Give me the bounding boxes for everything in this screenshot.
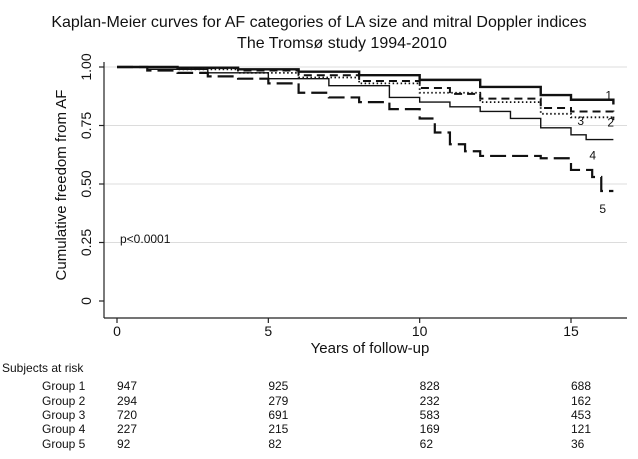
risk-row-label-2: Group 2 bbox=[42, 394, 86, 408]
risk-cell-1-3: 688 bbox=[571, 379, 591, 393]
risk-cell-2-3: 162 bbox=[571, 394, 591, 408]
risk-cell-3-0: 720 bbox=[117, 408, 137, 422]
risk-cell-4-3: 121 bbox=[571, 422, 591, 436]
risk-row-label-3: Group 3 bbox=[42, 408, 86, 422]
chart-title: Kaplan-Meier curves for AF categories of… bbox=[51, 14, 586, 31]
x-tick-label-2: 10 bbox=[412, 323, 428, 339]
curve-label-5: 5 bbox=[599, 202, 606, 216]
risk-cell-2-2: 232 bbox=[420, 394, 440, 408]
risk-cell-1-0: 947 bbox=[117, 379, 137, 393]
risk-cell-5-2: 62 bbox=[420, 437, 434, 451]
risk-row-label-1: Group 1 bbox=[42, 379, 86, 393]
risk-row-label-4: Group 4 bbox=[42, 422, 86, 436]
curve-label-4: 4 bbox=[589, 149, 596, 163]
chart-subtitle: The Tromsø study 1994-2010 bbox=[237, 35, 447, 52]
p-value-annotation: p<0.0001 bbox=[120, 232, 171, 246]
y-axis-title: Cumulative freedom from AF bbox=[53, 90, 70, 281]
km-curve-group-2 bbox=[117, 66, 615, 119]
risk-cell-3-2: 583 bbox=[420, 408, 440, 422]
risk-cell-2-0: 294 bbox=[117, 394, 137, 408]
risk-cell-5-3: 36 bbox=[571, 437, 585, 451]
risk-table: Group 1 947 925 828 688 Group 2 294 279 232 162 Gr… bbox=[42, 379, 591, 451]
curve-label-3: 3 bbox=[577, 114, 584, 128]
curve-label-1: 1 bbox=[605, 88, 612, 102]
risk-cell-2-1: 279 bbox=[268, 394, 288, 408]
risk-cell-4-1: 215 bbox=[268, 422, 288, 436]
x-tick-label-0: 0 bbox=[113, 323, 121, 339]
y-tick-label-2: 0.50 bbox=[78, 170, 94, 197]
risk-cell-4-0: 227 bbox=[117, 422, 137, 436]
x-tick-label-1: 5 bbox=[264, 323, 272, 339]
risk-row-label-5: Group 5 bbox=[42, 437, 86, 451]
km-curve-group-5 bbox=[117, 65, 614, 193]
y-tick-label-3: 0.75 bbox=[78, 112, 94, 139]
km-curve-group-3 bbox=[117, 66, 615, 121]
km-curve-group-4 bbox=[117, 66, 614, 141]
curve-label-2: 2 bbox=[607, 115, 614, 129]
x-axis-title: Years of follow-up bbox=[311, 340, 430, 357]
x-tick-label-3: 15 bbox=[563, 323, 579, 339]
risk-cell-3-1: 691 bbox=[268, 408, 288, 422]
y-tick-label-4: 1.00 bbox=[78, 53, 94, 80]
risk-cell-3-3: 453 bbox=[571, 408, 591, 422]
risk-table-header: Subjects at risk bbox=[2, 361, 84, 375]
y-tick-label-1: 0.25 bbox=[78, 229, 94, 256]
risk-cell-5-0: 92 bbox=[117, 437, 131, 451]
y-tick-label-0: 0 bbox=[78, 297, 94, 305]
risk-cell-1-1: 925 bbox=[268, 379, 288, 393]
risk-cell-4-2: 169 bbox=[420, 422, 440, 436]
plot-area: 0 0.25 0.50 0.75 1.00 0 5 10 15 1 2 3 4 5 bbox=[78, 53, 627, 339]
risk-cell-5-1: 82 bbox=[268, 437, 282, 451]
risk-cell-1-2: 828 bbox=[420, 379, 440, 393]
